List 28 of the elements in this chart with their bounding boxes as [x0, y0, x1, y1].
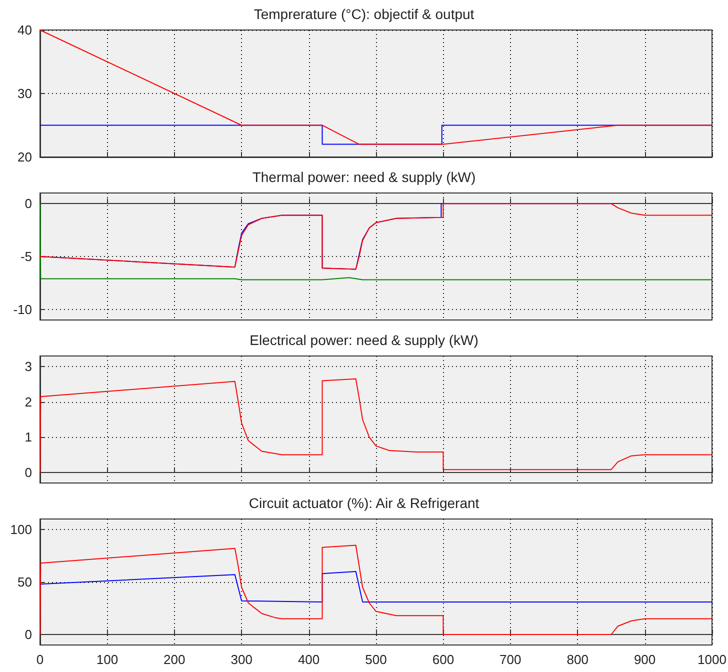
y-tick-label: 2 [24, 394, 32, 410]
y-tick-label: 0 [24, 196, 32, 212]
y-tick-label: -10 [13, 302, 32, 317]
y-tick-label: 3 [24, 359, 32, 374]
x-tick-label: 700 [500, 652, 522, 667]
x-tick-label: 800 [566, 652, 588, 667]
x-tick-label: 300 [230, 652, 252, 667]
x-tick-label: 500 [365, 652, 387, 667]
y-tick-label: 1 [24, 430, 32, 445]
x-tick-label: 900 [634, 652, 656, 667]
y-tick-label: 0 [24, 464, 32, 480]
chart-title: Temprerature (°C): objectif & output [254, 6, 474, 22]
y-tick-label: 30 [18, 86, 32, 101]
chart-title: Thermal power: need & supply (kW) [252, 169, 476, 185]
chart-title: Electrical power: need & supply (kW) [250, 332, 478, 348]
y-tick-label: 40 [18, 22, 32, 38]
x-tick-label: 100 [96, 652, 118, 667]
y-tick-label: 20 [18, 150, 32, 164]
chart-title: Circuit actuator (%): Air & Refrigerant [248, 495, 480, 511]
y-tick-label: 50 [18, 574, 32, 590]
x-tick-label: 400 [298, 652, 320, 667]
y-tick-label: 100 [10, 522, 32, 537]
x-tick-label: 0 [36, 652, 44, 667]
y-tick-label: 0 [24, 627, 32, 642]
x-tick-label: 600 [432, 652, 454, 667]
x-tick-label: 1000 [698, 652, 726, 667]
x-tick-label: 200 [164, 652, 186, 667]
y-tick-label: -5 [20, 249, 32, 264]
